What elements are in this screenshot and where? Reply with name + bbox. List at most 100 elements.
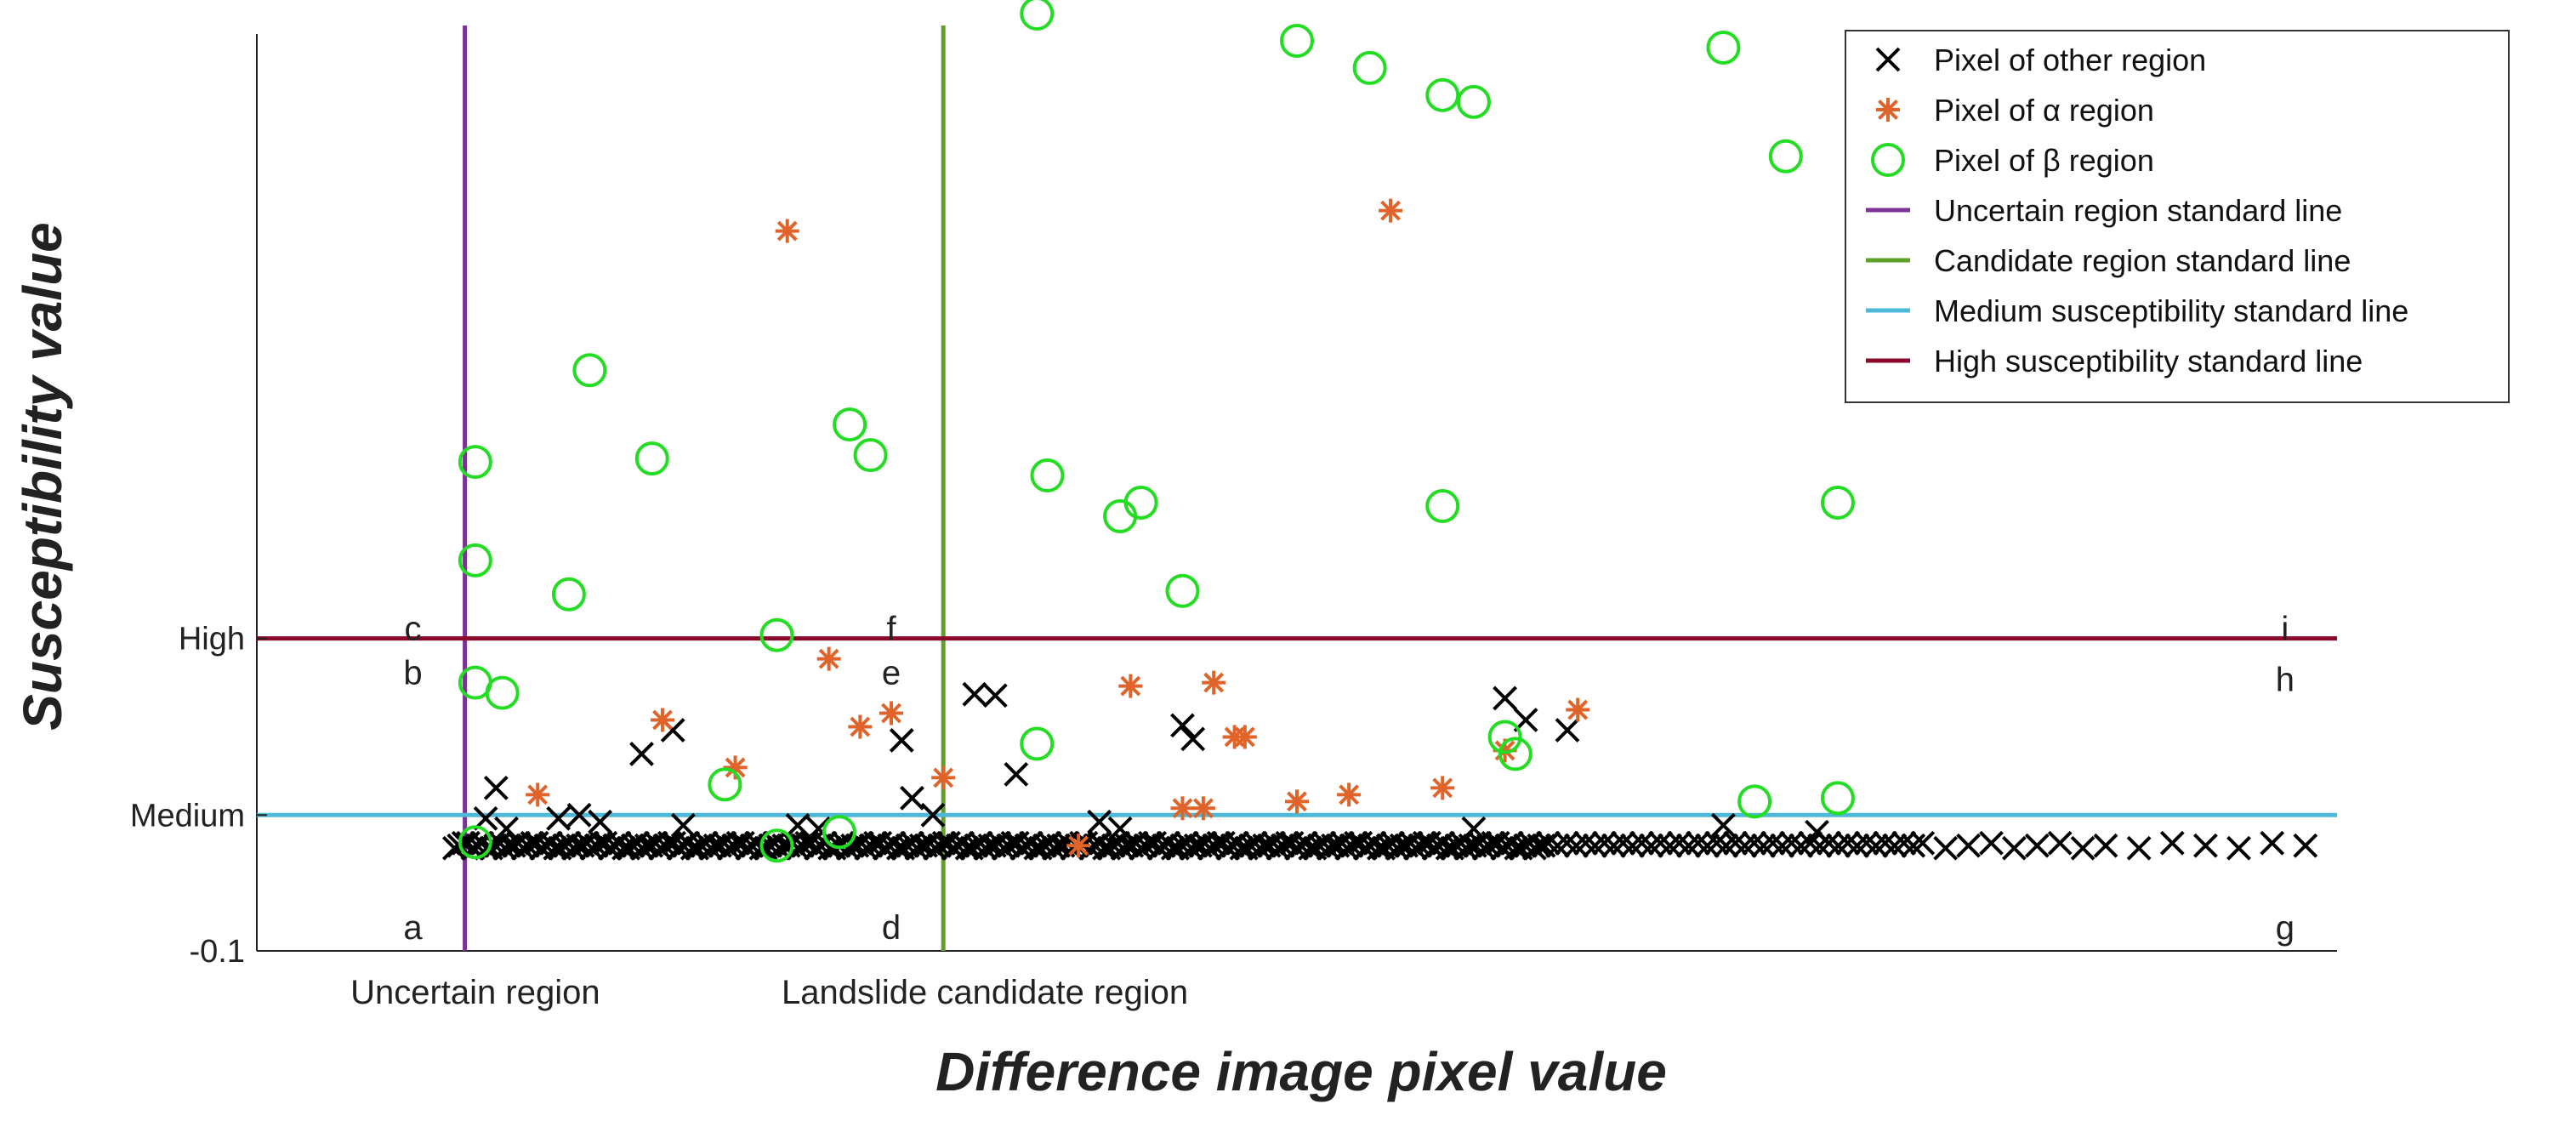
beta-region-point [1352,50,1387,85]
other-region-baseline-points [441,830,2318,861]
y-tick-label: Medium [130,798,245,834]
other-region-point [900,785,924,811]
alpha-region-point [1202,670,1226,695]
other-region-point [1435,835,1460,861]
other-region-point [1298,835,1323,861]
other-region-point [920,802,946,828]
other-region-point [1493,686,1518,711]
other-region-point [1601,833,1626,858]
alpha-region-point [1430,776,1455,800]
other-region-point [817,835,843,861]
other-region-point [1461,816,1487,841]
beta-region-point [458,825,492,860]
legend-label: High susceptibility standard line [1934,344,2363,378]
other-region-point [1639,833,1663,858]
other-region-point [1648,830,1673,856]
plot-frame [256,34,2337,952]
x-region-label: Uncertain region [350,974,600,1011]
legend-label: Candidate region standard line [1934,243,2351,278]
other-region-point [1611,830,1635,856]
other-region-point [1835,830,1861,856]
other-region-point [1805,819,1829,845]
alpha-region-point [1337,782,1362,807]
legend-label: Uncertain region standard line [1934,193,2342,228]
beta-region-point [1030,458,1065,493]
other-region-point [1545,833,1570,858]
other-region-point [1845,833,1870,858]
other-region-point [1107,816,1133,841]
other-region-point [1742,830,1767,856]
other-region-point [1770,833,1795,858]
y-axis-ticks: -0.1 Medium High [130,622,267,970]
other-region-point [1087,809,1112,834]
other-region-point [889,728,914,753]
alpha-region-point [1566,697,1590,722]
alpha-region-point [1285,789,1309,814]
y-tick-label: High [179,622,245,657]
other-region-point [2024,833,2050,858]
other-region-point [1714,833,1739,858]
other-region-point [1592,830,1617,856]
region-letters: a bc d ef g hi [403,611,2295,947]
x-region-label: Landslide candidate region [782,974,1188,1011]
other-region-point [1620,833,1645,858]
other-region-point [2070,835,2095,861]
reference-lines [257,26,2337,951]
other-region-point [1779,830,1805,856]
x-axis-title: Difference image pixel value [935,1041,1667,1102]
other-region-point [1704,830,1730,856]
beta-region-point [1280,23,1314,58]
region-letter: i [2281,611,2289,648]
beta-region-point [1020,726,1055,761]
other-region-point [1555,830,1579,856]
beta-region-point [1820,485,1855,520]
other-region-point [1788,833,1814,858]
other-region-point [1695,833,1720,858]
other-region-point [1882,833,1908,858]
alpha-region-point [650,708,674,732]
alpha-region-point [848,714,873,739]
other-region-point [546,805,571,831]
other-region-point [2159,830,2185,856]
other-region-point [982,683,1008,708]
other-region-point [1751,833,1777,858]
other-region-point [1979,830,2004,856]
beta-region-point [1165,573,1200,608]
other-region-point [566,802,592,828]
legend-marker [1871,143,1905,177]
other-region-point [954,835,980,861]
other-region-point [2226,835,2251,861]
other-region-point [1686,830,1711,856]
other-region-point [1170,713,1195,738]
other-region-point [1629,830,1654,856]
beta-region-point [1706,30,1741,65]
other-region-point [1504,835,1529,861]
region-letter: a [403,909,423,947]
other-region-point [1092,835,1117,861]
other-region-point [2093,833,2118,858]
region-letter: f [886,611,896,648]
other-region-point [1826,833,1851,858]
other-region-point [1854,830,1879,856]
y-axis-title: Susceptibility value [12,222,73,731]
data-points [458,0,1855,863]
other-region-point [1956,833,1981,858]
alpha-region-point [1066,834,1091,858]
other-region-point [2001,835,2027,861]
other-region-point [1723,830,1749,856]
alpha-region-point [1232,725,1257,749]
legend-label: Pixel of β region [1934,143,2154,178]
region-letter: d [882,909,901,947]
other-region-point [2293,833,2318,858]
legend-marker [1876,98,1900,122]
beta-region-point [822,815,856,850]
other-region-point [1573,830,1598,856]
legend-marker [1875,47,1901,72]
beta-region-point [572,353,607,388]
other-region-point [1863,833,1889,858]
alpha-region-point [816,646,841,671]
other-region-point [588,809,613,834]
other-region-point [1798,830,1823,856]
other-region-point [2126,835,2152,861]
